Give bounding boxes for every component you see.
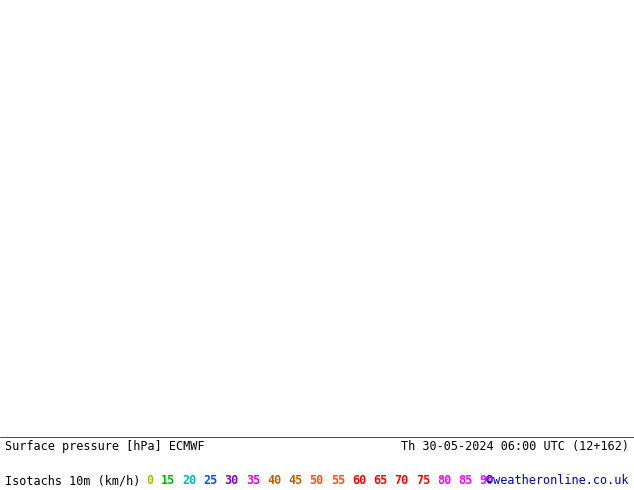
Text: 75: 75	[416, 474, 430, 488]
Text: 60: 60	[352, 474, 366, 488]
Text: Th 30-05-2024 06:00 UTC (12+162): Th 30-05-2024 06:00 UTC (12+162)	[401, 440, 629, 453]
Text: 85: 85	[458, 474, 472, 488]
Text: ©weatheronline.co.uk: ©weatheronline.co.uk	[486, 474, 629, 488]
Text: 80: 80	[437, 474, 451, 488]
Text: 70: 70	[394, 474, 409, 488]
Text: 50: 50	[309, 474, 324, 488]
Text: 15: 15	[161, 474, 175, 488]
Text: 40: 40	[267, 474, 281, 488]
Text: 25: 25	[204, 474, 217, 488]
Text: Surface pressure [hPa] ECMWF: Surface pressure [hPa] ECMWF	[5, 440, 205, 453]
Text: 0: 0	[146, 474, 154, 488]
Text: Isotachs 10m (km/h): Isotachs 10m (km/h)	[5, 474, 148, 488]
Text: 90: 90	[479, 474, 494, 488]
Text: 65: 65	[373, 474, 387, 488]
Text: 30: 30	[224, 474, 239, 488]
Text: 35: 35	[246, 474, 260, 488]
Text: 55: 55	[331, 474, 345, 488]
Text: 45: 45	[288, 474, 302, 488]
Text: 20: 20	[182, 474, 197, 488]
